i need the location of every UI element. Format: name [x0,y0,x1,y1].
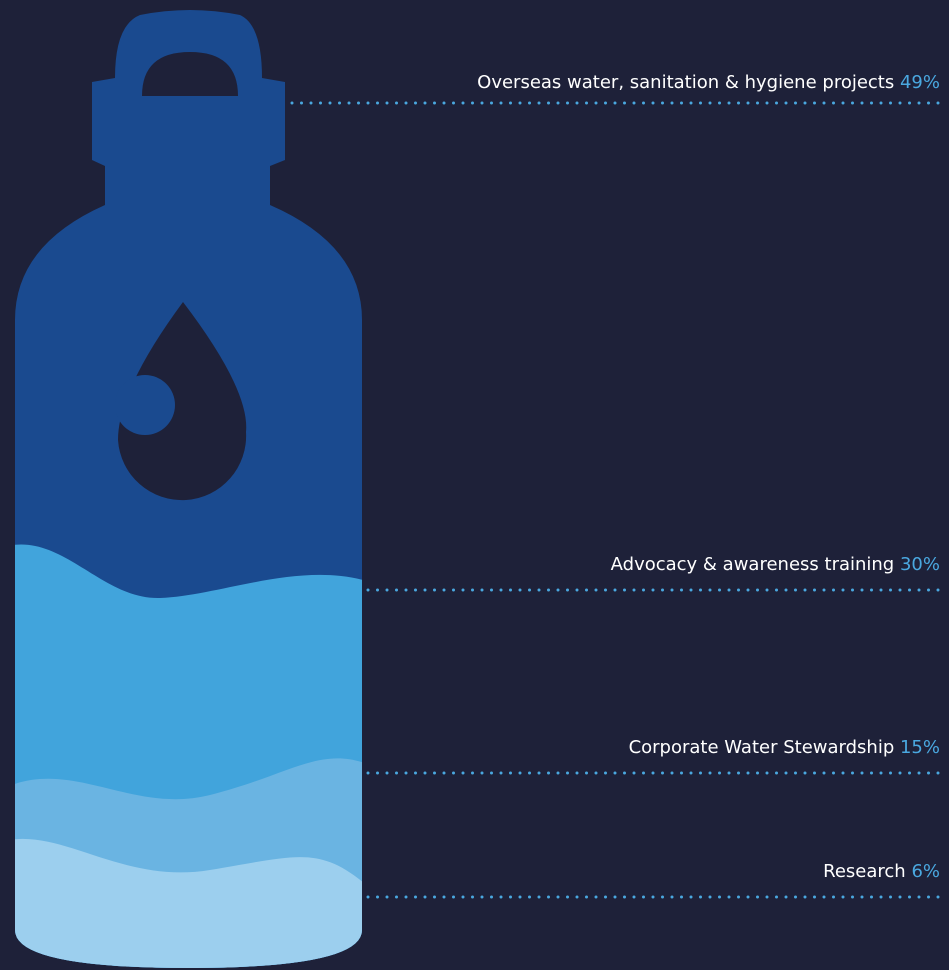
segment-label: Overseas water, sanitation & hygiene pro… [477,72,940,93]
segment-label: Corporate Water Stewardship 15% [629,737,940,758]
labels: Overseas water, sanitation & hygiene pro… [290,72,942,899]
segment-name: Overseas water, sanitation & hygiene pro… [477,72,894,93]
segment-name: Research [823,861,906,882]
segment-label: Advocacy & awareness training 30% [611,554,940,575]
water-layer [15,838,362,968]
segment-percent: 30% [900,554,940,575]
handle-hole [142,52,238,96]
segment-percent: 15% [900,737,940,758]
segment-percent: 49% [900,72,940,93]
segment-name: Corporate Water Stewardship [629,737,895,758]
segment-name: Advocacy & awareness training [611,554,895,575]
segment-percent: 6% [911,861,940,882]
segment-label: Research 6% [823,861,940,882]
drop-notch [115,375,175,435]
bottle [15,10,362,968]
drop-icon [118,302,247,501]
